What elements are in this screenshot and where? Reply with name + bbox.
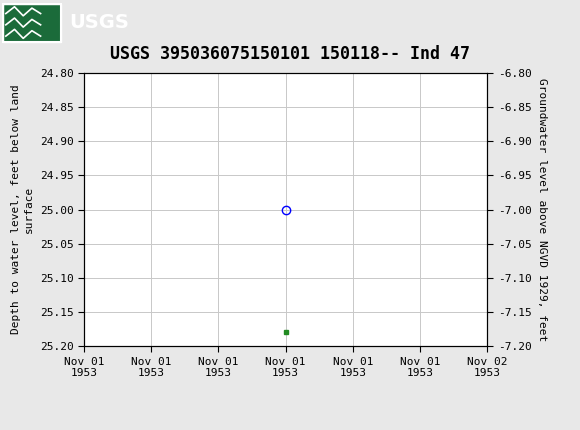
Bar — [3, 3, 61, 42]
Text: USGS 395036075150101 150118-- Ind 47: USGS 395036075150101 150118-- Ind 47 — [110, 45, 470, 63]
Y-axis label: Depth to water level, feet below land
surface: Depth to water level, feet below land su… — [11, 85, 34, 335]
FancyBboxPatch shape — [3, 3, 61, 42]
Legend: Period of approved data: Period of approved data — [177, 429, 394, 430]
Y-axis label: Groundwater level above NGVD 1929, feet: Groundwater level above NGVD 1929, feet — [537, 78, 547, 341]
Text: USGS: USGS — [70, 13, 129, 32]
